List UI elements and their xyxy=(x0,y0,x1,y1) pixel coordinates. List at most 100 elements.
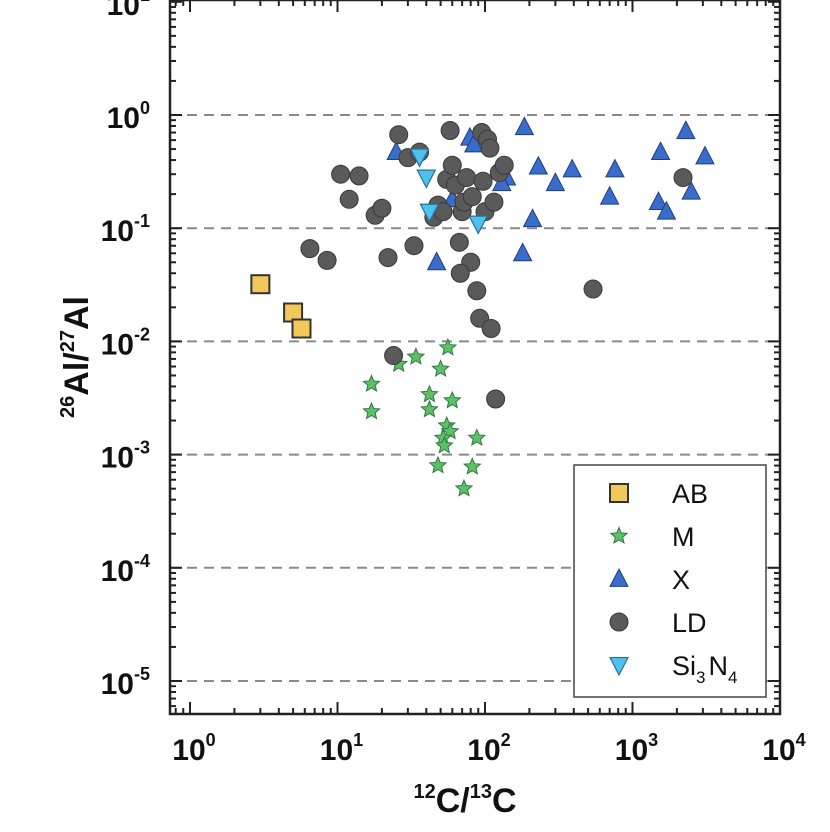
point-x-9 xyxy=(545,172,566,192)
x-axis-label: 12C/13C xyxy=(413,781,516,820)
point-ld-9 xyxy=(404,236,424,256)
point-ld-15 xyxy=(440,120,460,140)
point-ab-2 xyxy=(291,318,312,339)
point-x-3 xyxy=(464,133,484,153)
y-axis-label-base1: Al/ xyxy=(58,352,96,396)
point-ld-7 xyxy=(389,125,409,145)
point-ld-35 xyxy=(494,155,514,175)
x-axis-label-sup1: 12 xyxy=(413,781,435,803)
y-axis-label-base2: Al xyxy=(58,296,96,330)
point-ld-39 xyxy=(583,279,603,299)
y-tick-label-6: 101 xyxy=(107,0,150,22)
point-si3n4-2 xyxy=(419,203,440,223)
point-x-6 xyxy=(514,116,535,136)
point-ld-21 xyxy=(457,168,477,188)
point-x-1 xyxy=(426,251,447,271)
legend-marker-m xyxy=(609,526,629,544)
y-axis-label-sup1: 26 xyxy=(57,396,79,418)
point-x-13 xyxy=(648,191,669,211)
point-m-15 xyxy=(462,456,482,475)
series-ld xyxy=(300,120,693,409)
point-ld-33 xyxy=(486,389,506,409)
point-m-17 xyxy=(434,435,454,454)
point-x-7 xyxy=(522,208,543,228)
y-tick-label-4: 10-1 xyxy=(101,211,150,248)
point-ld-30 xyxy=(480,138,500,158)
point-si3n4-1 xyxy=(416,169,437,189)
point-m-14 xyxy=(428,455,448,474)
point-ld-36 xyxy=(300,239,320,259)
point-si3n4-0 xyxy=(409,148,430,168)
point-ld-24 xyxy=(467,281,487,301)
point-x-5 xyxy=(512,242,533,262)
x-tick-label-2: 102 xyxy=(467,730,510,767)
legend-label-x: X xyxy=(672,565,690,595)
series-ab xyxy=(250,274,312,339)
points-layer xyxy=(250,116,715,497)
point-x-15 xyxy=(656,200,677,220)
point-ld-18 xyxy=(449,232,469,252)
legend: AB MX LD Si3 N4 xyxy=(573,464,767,698)
point-x-8 xyxy=(528,155,549,175)
point-ld-40 xyxy=(673,168,693,188)
legend-marker-ld xyxy=(609,612,629,632)
x-axis-label-base1: C/ xyxy=(436,782,471,820)
y-axis-label: 26Al/27Al xyxy=(57,296,96,418)
legend-label-ab: AB xyxy=(672,479,708,509)
point-x-16 xyxy=(676,120,696,140)
point-ab-0 xyxy=(250,274,271,295)
x-tick-label-1: 101 xyxy=(320,730,363,767)
point-x-14 xyxy=(650,141,671,161)
legend-label-ld: LD xyxy=(672,608,707,638)
point-x-20 xyxy=(491,172,512,192)
point-m-3 xyxy=(431,359,450,378)
legend-marker-x xyxy=(609,568,629,587)
point-ld-23 xyxy=(462,187,482,207)
legend-entries: AB MX LD Si3 N4 xyxy=(609,479,737,687)
point-m-5 xyxy=(362,374,381,393)
point-ld-37 xyxy=(317,250,337,270)
point-m-8 xyxy=(420,399,439,418)
point-x-11 xyxy=(599,185,620,205)
point-ld-6 xyxy=(384,346,404,366)
series-m xyxy=(362,337,487,497)
point-m-4 xyxy=(438,337,458,356)
point-ld-0 xyxy=(331,164,351,184)
x-tick-label-4: 104 xyxy=(762,730,805,767)
y-tick-label-0: 10-5 xyxy=(101,664,150,701)
point-ld-31 xyxy=(481,319,501,339)
point-m-7 xyxy=(420,384,439,403)
point-ld-32 xyxy=(484,192,504,212)
point-m-2 xyxy=(406,347,426,365)
point-ld-2 xyxy=(349,166,369,186)
y-axis-label-sup2: 27 xyxy=(57,330,79,352)
plot-area-frame xyxy=(168,0,782,716)
x-axis-label-base2: C xyxy=(492,782,517,820)
point-m-6 xyxy=(362,401,381,420)
point-x-17 xyxy=(681,180,702,200)
x-axis-label-sup2: 13 xyxy=(470,781,492,803)
point-x-10 xyxy=(562,158,583,178)
legend-marker-ab xyxy=(609,483,629,503)
x-tick-label-0: 100 xyxy=(172,730,215,767)
x-tick-label-3: 103 xyxy=(615,730,658,767)
series-si3n4 xyxy=(409,148,489,235)
point-m-13 xyxy=(467,428,487,447)
point-x-12 xyxy=(605,158,625,178)
point-si3n4-3 xyxy=(468,215,489,235)
legend-marker-si3n4 xyxy=(609,656,629,677)
point-x-18 xyxy=(695,145,715,165)
legend-label-m: M xyxy=(672,522,695,552)
point-ld-27 xyxy=(473,171,493,191)
y-tick-label-1: 10-4 xyxy=(101,551,150,588)
series-x xyxy=(386,116,715,271)
point-m-16 xyxy=(454,478,474,497)
ticks-layer: 10-5 10-4 10-3 10-2 10-1 100 101 100 101 102 103 10… xyxy=(101,0,806,767)
y-tick-label-5: 100 xyxy=(107,98,150,135)
legend-box xyxy=(573,464,767,698)
point-ld-16 xyxy=(442,155,462,175)
point-ld-1 xyxy=(339,189,359,209)
point-ld-4 xyxy=(372,198,392,218)
point-ld-5 xyxy=(378,248,398,268)
